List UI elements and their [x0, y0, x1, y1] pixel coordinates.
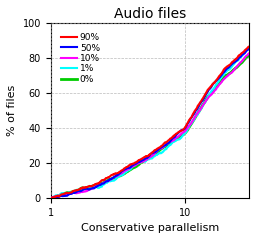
1%: [243, 52, 246, 55]
50%: [49, 196, 52, 199]
0%: [156, 150, 159, 153]
50%: [167, 141, 170, 144]
1%: [49, 196, 52, 199]
0%: [248, 54, 251, 57]
10%: [243, 57, 246, 60]
90%: [212, 82, 215, 85]
50%: [248, 47, 251, 50]
50%: [143, 157, 146, 160]
10%: [145, 158, 148, 161]
Line: 10%: 10%: [51, 53, 249, 198]
0%: [143, 159, 146, 162]
1%: [167, 145, 170, 148]
1%: [145, 159, 148, 162]
90%: [243, 50, 246, 53]
10%: [143, 159, 146, 162]
90%: [49, 196, 52, 199]
Line: 0%: 0%: [51, 55, 249, 198]
1%: [212, 88, 215, 91]
Y-axis label: % of files: % of files: [7, 85, 17, 136]
Legend: 90%, 50%, 10%, 1%, 0%: 90%, 50%, 10%, 1%, 0%: [59, 31, 102, 85]
90%: [167, 139, 170, 142]
0%: [212, 89, 215, 92]
Title: Audio files: Audio files: [114, 7, 186, 21]
Line: 1%: 1%: [51, 48, 249, 198]
90%: [145, 155, 148, 158]
X-axis label: Conservative parallelism: Conservative parallelism: [81, 223, 219, 233]
90%: [143, 156, 146, 158]
10%: [248, 52, 251, 55]
0%: [243, 58, 246, 61]
10%: [49, 196, 52, 199]
50%: [156, 149, 159, 151]
90%: [156, 147, 159, 150]
50%: [145, 157, 148, 160]
Line: 90%: 90%: [51, 47, 249, 198]
Line: 50%: 50%: [51, 48, 249, 198]
90%: [248, 45, 251, 48]
0%: [49, 196, 52, 199]
10%: [167, 141, 170, 144]
0%: [145, 159, 148, 162]
0%: [167, 143, 170, 146]
1%: [156, 152, 159, 155]
50%: [212, 82, 215, 85]
1%: [143, 160, 146, 163]
10%: [156, 149, 159, 152]
1%: [248, 47, 251, 50]
50%: [243, 52, 246, 55]
10%: [212, 91, 215, 94]
